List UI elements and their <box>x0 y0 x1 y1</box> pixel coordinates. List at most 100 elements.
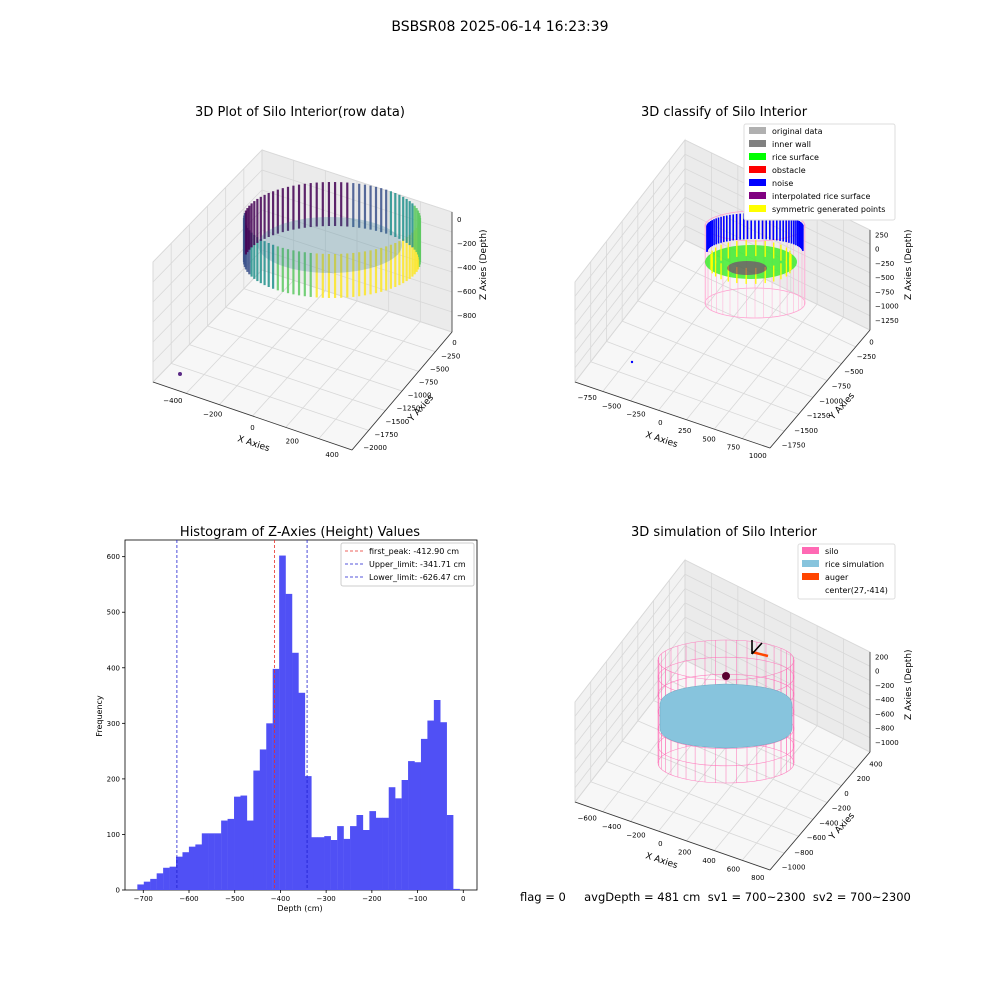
histogram-bar <box>163 867 170 890</box>
sim-zlabel: Z Axies (Depth) <box>904 649 914 720</box>
classify-zlabel: Z Axies (Depth) <box>904 229 914 300</box>
legend-label: rice surface <box>772 153 819 162</box>
y-tick-label: 0 <box>844 790 848 798</box>
x-tick-label: 0 <box>658 840 662 848</box>
z-tick-label: 0 <box>875 668 879 676</box>
histogram-bar <box>446 815 454 890</box>
classify-xlabel: X Axies <box>644 430 679 450</box>
x-tick-label: 500 <box>702 435 715 443</box>
x-tick-label: 200 <box>286 438 299 446</box>
legend-label: interpolated rice surface <box>772 192 870 201</box>
legend-swatch <box>749 205 766 212</box>
x-tick-label: −600 <box>179 895 198 903</box>
stray-noise-point <box>630 360 634 364</box>
legend-label: center(27,-414) <box>825 586 888 595</box>
histogram-bar <box>259 749 267 890</box>
legend-label: Lower_limit: -626.47 cm <box>369 573 466 582</box>
panel-histogram: Histogram of Z-Axies (Height) Values −70… <box>95 525 478 913</box>
y-tick-label: −1500 <box>386 418 410 426</box>
grid-line <box>621 320 814 398</box>
grid-line <box>653 280 842 365</box>
panel-simulation-3d: 3D simulation of Silo Interior X Axies Y… <box>574 525 914 882</box>
z-tick-label: −600 <box>457 288 476 296</box>
histogram-bar <box>433 700 441 890</box>
grid-line <box>574 168 686 311</box>
cloud-core <box>258 217 402 273</box>
y-tick-label: −800 <box>794 849 813 857</box>
legend-label: first_peak: -412.90 cm <box>369 547 459 556</box>
x-tick-label: 0 <box>461 895 465 903</box>
x-axis-line <box>152 381 353 451</box>
grid-line <box>574 182 686 326</box>
histogram-bar <box>350 826 357 890</box>
legend-swatch <box>802 573 819 580</box>
sim-3d-axes <box>574 558 871 871</box>
grid-line <box>590 781 785 854</box>
histogram-bar <box>298 692 306 890</box>
grid-line <box>152 169 263 283</box>
y-tick-label: −1500 <box>794 427 818 435</box>
histogram-bar <box>395 798 402 890</box>
grid-line <box>574 659 686 803</box>
x-tick-label: −250 <box>626 411 645 419</box>
grid-line <box>152 149 263 263</box>
legend-label: inner wall <box>772 140 811 149</box>
sim-ticks: −600 −400 −200 0 200 400 600 800 −1000 −800 −600 −4… <box>578 653 899 881</box>
histogram-bar <box>369 811 377 890</box>
panel-classify-3d: 3D classify of Silo Interior X Axies Y A… <box>574 105 914 460</box>
x-tick-label: −500 <box>602 402 621 410</box>
grid-line <box>574 574 686 717</box>
x-tick-label: −100 <box>408 895 427 903</box>
histogram-bar <box>408 761 415 890</box>
histogram-bar <box>188 846 196 890</box>
panel-raw-3d: 3D Plot of Silo Interior(row data) X Axi… <box>152 105 489 459</box>
legend-swatch <box>749 127 766 134</box>
y-tick-label: 0 <box>452 339 456 347</box>
z-tick-label: −600 <box>875 710 894 718</box>
legend-label: noise <box>772 179 793 188</box>
grid-line <box>574 196 686 340</box>
grid-line <box>684 602 871 696</box>
histogram-bar <box>214 833 222 890</box>
x-tick-label: 600 <box>727 865 740 873</box>
y-axis-line <box>769 329 871 449</box>
y-tick-label: −2000 <box>363 444 387 452</box>
legend-label: auger <box>825 573 849 582</box>
x-tick-label: 200 <box>678 848 691 856</box>
grid-line <box>574 602 686 746</box>
histogram-bar <box>304 776 312 890</box>
histogram-bar <box>279 555 286 890</box>
histogram-bar <box>227 818 235 890</box>
histogram-bar <box>414 762 422 890</box>
z-tick-label: −1000 <box>875 303 899 311</box>
rice-simulation-surface <box>659 683 793 749</box>
x-tick-label: −200 <box>203 410 222 418</box>
histogram-bar <box>253 770 261 890</box>
grid-line <box>669 259 856 348</box>
legend-box <box>743 123 896 221</box>
histogram-bar <box>388 787 396 890</box>
histogram-bar <box>156 873 164 890</box>
grid-line <box>574 239 686 383</box>
classify-legend: original data inner wall rice surface obsta… <box>743 123 896 221</box>
status-footer: flag = 0 avgDepth = 481 cm sv1 = 700~230… <box>520 890 911 904</box>
z-tick-label: 250 <box>875 231 888 239</box>
histogram-bar <box>169 866 177 890</box>
grid-line <box>713 304 818 430</box>
grid-line <box>574 154 686 297</box>
histogram-bar <box>195 844 202 890</box>
raw-3d-axes <box>152 148 453 451</box>
classify-ticks: −750 −500 −250 0 250 500 750 1000 −1750 −1500 −125… <box>578 231 899 460</box>
classify-ylabel: Y Axies <box>827 391 857 423</box>
histogram-bar <box>401 780 409 890</box>
x-tick-label: 400 <box>702 857 715 865</box>
y-tick-label: −1250 <box>807 412 831 420</box>
x-tick-label: −400 <box>271 895 290 903</box>
grid-line <box>684 616 871 710</box>
y-tick-label: −1000 <box>819 397 843 405</box>
y-tick-label: 200 <box>857 775 870 783</box>
legend-label: rice simulation <box>825 560 884 569</box>
raw-zlabel: Z Axies (Depth) <box>479 229 489 300</box>
grid-line <box>574 631 686 774</box>
sim-silo-model <box>657 639 795 784</box>
